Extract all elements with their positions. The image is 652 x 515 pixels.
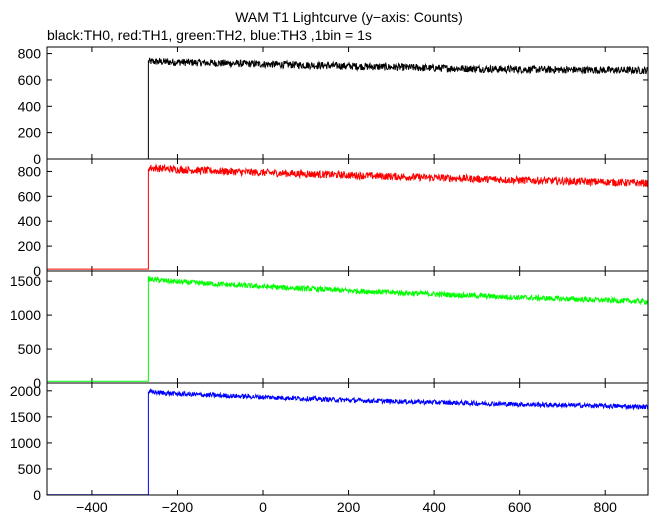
y-tick-label: 400 [18, 213, 42, 229]
panel-th3: 0 500 1000 1500 2000 [10, 382, 649, 503]
y-tick-label: 0 [33, 151, 41, 167]
y-tick-label: 800 [18, 163, 42, 179]
y-tick-label: 200 [18, 238, 42, 254]
panel-th2: 0 500 1000 1500 [10, 270, 649, 391]
y-tick-label: 0 [33, 263, 41, 279]
x-tick-label: 200 [337, 499, 361, 515]
x-tick-label: −400 [76, 499, 108, 515]
y-tick-label: 1500 [10, 409, 41, 425]
y-tick-label: 500 [18, 341, 42, 357]
y-tick-label: 600 [18, 72, 42, 88]
y-tick-label: 2000 [10, 383, 41, 399]
series-line-th1 [47, 163, 649, 270]
y-tick-label: 1000 [10, 435, 41, 451]
x-tick-label: 0 [259, 499, 267, 515]
y-tick-label: 200 [18, 125, 42, 141]
y-tick-label: 800 [18, 46, 42, 62]
panel-th1: 0 200 400 600 800 [18, 158, 649, 279]
series-line-th2 [47, 275, 649, 382]
y-tick-label: 600 [18, 188, 42, 204]
chart-subtitle: black:TH0, red:TH1, green:TH2, blue:TH3 … [47, 27, 372, 43]
x-tick-label: −200 [162, 499, 194, 515]
panels-group: 0200400600800020040060080005001000150005… [10, 46, 649, 503]
panel-th0: 0 200 400 600 800 [18, 46, 649, 167]
x-tick-label: 400 [422, 499, 446, 515]
y-tick-label: 400 [18, 98, 42, 114]
y-tick-label: 1500 [10, 273, 41, 289]
y-tick-label: 0 [33, 487, 41, 503]
y-tick-label: 1000 [10, 307, 41, 323]
x-tick-label: 600 [508, 499, 532, 515]
series-line-th3 [47, 387, 649, 496]
x-tick-label: 800 [594, 499, 618, 515]
chart-title: WAM T1 Lightcurve (y−axis: Counts) [235, 9, 463, 25]
y-tick-label: 500 [18, 461, 42, 477]
y-tick-label: 0 [33, 375, 41, 391]
panel-frame [46, 382, 649, 496]
x-axis: −400 −200 0 200 400 600 800 [76, 499, 617, 515]
series-line-th0 [47, 57, 649, 160]
panel-frame [46, 270, 649, 384]
